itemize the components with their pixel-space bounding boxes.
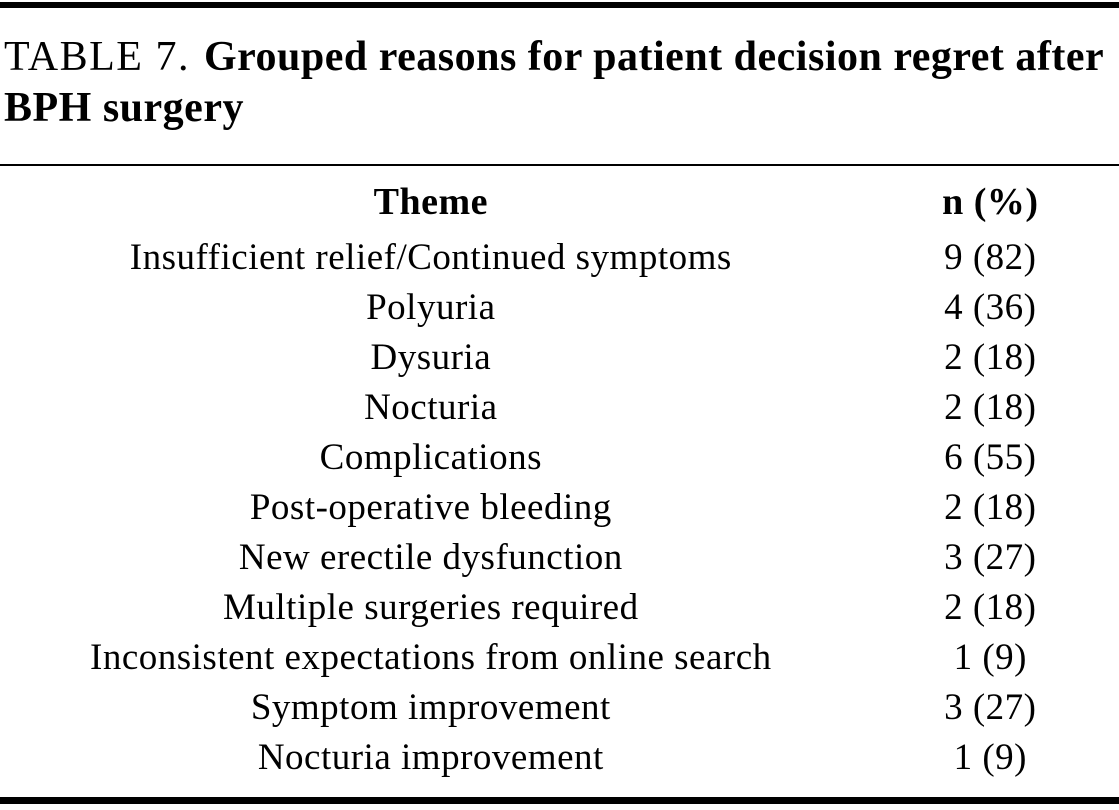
table-row: New erectile dysfunction 3 (27): [0, 532, 1119, 582]
top-rule: [0, 2, 1119, 8]
theme-cell: Inconsistent expectations from online se…: [90, 636, 772, 678]
n-pct-cell: 3 (27): [944, 686, 1037, 728]
table-row: Polyuria 4 (36): [0, 282, 1119, 332]
theme-cell: Complications: [319, 436, 542, 478]
n-pct-cell: 2 (18): [944, 486, 1037, 528]
column-header-n-pct: n (%): [942, 181, 1039, 223]
table-title-line2: BPH surgery: [4, 85, 244, 131]
table-row: Inconsistent expectations from online se…: [0, 632, 1119, 682]
table-row: Nocturia improvement 1 (9): [0, 732, 1119, 782]
table-row: Complications 6 (55): [0, 432, 1119, 482]
column-header-theme: Theme: [373, 181, 488, 223]
table-caption: TABLE 7. Grouped reasons for patient deci…: [4, 32, 1117, 134]
n-pct-cell: 1 (9): [953, 636, 1028, 678]
n-pct-cell: 2 (18): [944, 386, 1037, 428]
theme-cell: Symptom improvement: [250, 686, 611, 728]
theme-cell: New erectile dysfunction: [238, 536, 623, 578]
table-row: Multiple surgeries required 2 (18): [0, 582, 1119, 632]
table-row: Post-operative bleeding 2 (18): [0, 482, 1119, 532]
table-row: Nocturia 2 (18): [0, 382, 1119, 432]
n-pct-cell: 6 (55): [944, 436, 1037, 478]
theme-cell: Dysuria: [370, 336, 492, 378]
table-row: Insufficient relief/Continued symptoms 9…: [0, 232, 1119, 282]
n-pct-cell: 2 (18): [944, 336, 1037, 378]
theme-cell: Insufficient relief/Continued symptoms: [129, 236, 732, 278]
table-row: Dysuria 2 (18): [0, 332, 1119, 382]
theme-cell: Nocturia: [364, 386, 498, 428]
theme-cell: Nocturia improvement: [257, 736, 604, 778]
n-pct-cell: 4 (36): [944, 286, 1037, 328]
n-pct-cell: 1 (9): [953, 736, 1028, 778]
table-header-row: Theme n (%): [0, 172, 1119, 232]
theme-cell: Multiple surgeries required: [223, 586, 639, 628]
table-title-line1: Grouped reasons for patient decision reg…: [203, 34, 1105, 80]
header-divider-rule: [0, 164, 1119, 166]
bottom-rule: [0, 797, 1119, 804]
table-number-label: TABLE 7.: [4, 34, 190, 80]
theme-cell: Polyuria: [366, 286, 496, 328]
n-pct-cell: 2 (18): [944, 586, 1037, 628]
n-pct-cell: 3 (27): [944, 536, 1037, 578]
data-table: Theme n (%) Insufficient relief/Continue…: [0, 172, 1119, 782]
table-row: Symptom improvement 3 (27): [0, 682, 1119, 732]
n-pct-cell: 9 (82): [944, 236, 1037, 278]
theme-cell: Post-operative bleeding: [249, 486, 612, 528]
